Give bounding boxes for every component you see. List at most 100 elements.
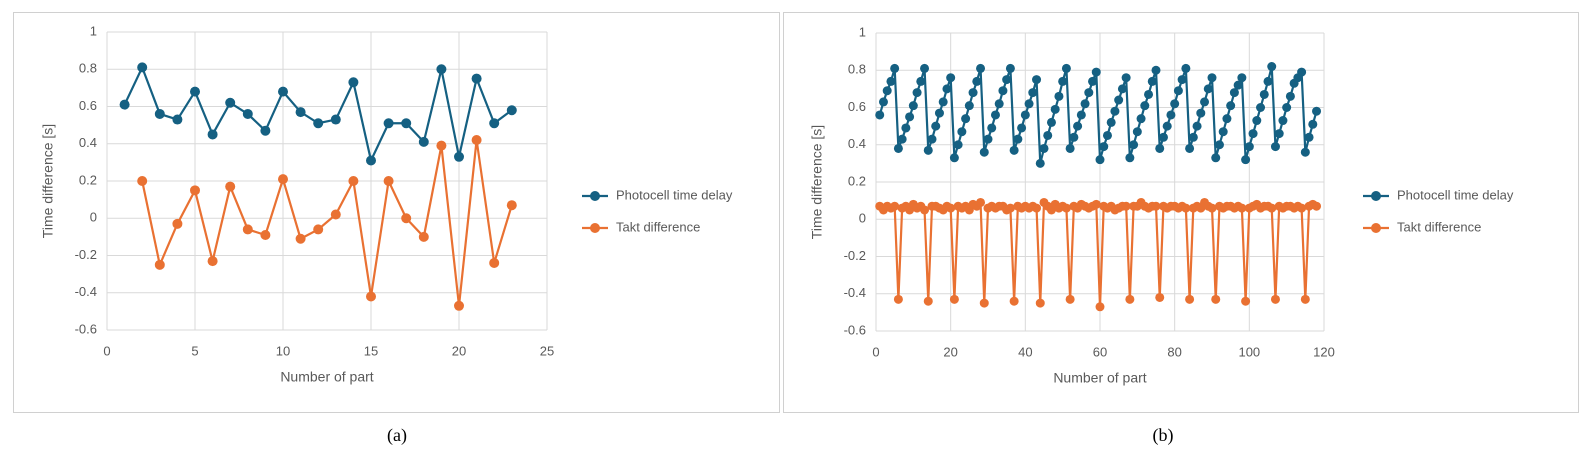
data-point <box>1050 104 1060 114</box>
data-point <box>1095 302 1105 312</box>
data-point <box>1035 298 1045 308</box>
y-tick-label: 1 <box>859 24 866 39</box>
data-point <box>418 231 429 242</box>
data-point <box>1259 89 1269 99</box>
panel-caption: (a) <box>387 425 407 446</box>
data-point <box>1076 110 1086 120</box>
data-point <box>1147 76 1157 86</box>
data-point <box>1054 91 1064 101</box>
data-point <box>1046 117 1056 127</box>
data-point <box>1185 294 1195 304</box>
data-point <box>172 114 183 125</box>
x-axis-label: Number of part <box>1053 370 1146 386</box>
data-point <box>953 140 963 150</box>
data-point <box>912 88 922 98</box>
data-point <box>1155 292 1165 302</box>
legend-label: Takt difference <box>1397 219 1481 234</box>
y-tick-label: 0.6 <box>79 98 97 113</box>
data-point <box>1002 75 1012 85</box>
data-point <box>1270 142 1280 152</box>
y-axis-label: Time difference [s] <box>40 124 56 238</box>
data-point <box>1203 84 1213 94</box>
data-point <box>1020 110 1030 120</box>
data-point <box>1270 294 1280 304</box>
series-line <box>878 66 1318 164</box>
data-point <box>886 76 896 86</box>
data-point <box>1241 296 1251 306</box>
data-point <box>878 97 888 107</box>
data-point <box>1237 73 1247 83</box>
data-point <box>1181 63 1191 73</box>
data-point <box>418 136 429 147</box>
data-point <box>1009 145 1019 155</box>
data-point <box>1132 127 1142 137</box>
data-point <box>964 101 974 111</box>
y-tick-label: -0.2 <box>844 248 866 263</box>
data-point <box>1267 203 1277 213</box>
data-point <box>1300 294 1310 304</box>
data-point <box>934 108 944 118</box>
data-point <box>278 174 288 185</box>
y-tick-label: -0.6 <box>75 321 97 336</box>
data-point <box>1207 203 1217 213</box>
panel-caption: (b) <box>1153 425 1174 446</box>
data-point <box>1061 203 1071 213</box>
data-point <box>976 197 986 207</box>
x-tick-label: 15 <box>364 343 378 358</box>
data-point <box>1028 88 1038 98</box>
data-point <box>1121 73 1131 83</box>
data-point <box>1297 203 1307 213</box>
data-point <box>949 294 959 304</box>
y-tick-label: 0.2 <box>848 173 866 188</box>
y-tick-label: 0 <box>859 211 866 226</box>
data-point <box>1095 155 1105 165</box>
data-point <box>207 129 218 140</box>
data-point <box>1170 99 1180 109</box>
y-tick-label: -0.6 <box>844 322 866 337</box>
data-point <box>1282 103 1292 112</box>
data-point <box>383 118 394 129</box>
data-point <box>119 99 130 110</box>
data-point <box>260 125 271 136</box>
data-point <box>436 140 447 151</box>
data-point <box>938 97 948 107</box>
data-point <box>313 224 324 235</box>
data-point <box>1155 143 1165 153</box>
x-tick-label: 60 <box>1093 344 1107 359</box>
data-point <box>1229 88 1239 98</box>
x-tick-label: 0 <box>872 344 879 359</box>
data-point <box>882 86 892 96</box>
data-point <box>1312 106 1322 116</box>
data-point <box>401 118 412 129</box>
data-point <box>454 300 464 311</box>
data-point <box>1211 294 1221 304</box>
data-point <box>983 134 993 144</box>
data-point <box>1185 143 1195 153</box>
data-point <box>987 123 997 133</box>
y-tick-label: 1 <box>90 23 97 38</box>
data-point <box>916 76 926 86</box>
data-point <box>225 97 236 108</box>
data-point <box>1129 140 1139 150</box>
data-point <box>893 294 903 304</box>
data-point <box>920 63 930 73</box>
y-tick-label: 0.4 <box>848 136 866 151</box>
y-tick-label: -0.4 <box>75 284 97 299</box>
y-tick-label: 0 <box>90 210 97 225</box>
x-tick-label: 40 <box>1018 344 1032 359</box>
data-point <box>1125 153 1135 163</box>
data-point <box>1032 75 1042 85</box>
data-point <box>1200 97 1210 107</box>
data-point <box>489 118 500 129</box>
data-point <box>1177 75 1187 85</box>
data-point <box>1233 80 1243 90</box>
x-tick-label: 20 <box>452 343 466 358</box>
data-point <box>968 88 978 98</box>
data-point <box>137 62 148 73</box>
data-point <box>920 205 930 215</box>
data-point <box>242 224 253 235</box>
data-point <box>1256 103 1266 112</box>
data-point <box>1039 143 1049 153</box>
data-point <box>927 134 937 144</box>
data-point <box>260 230 271 241</box>
